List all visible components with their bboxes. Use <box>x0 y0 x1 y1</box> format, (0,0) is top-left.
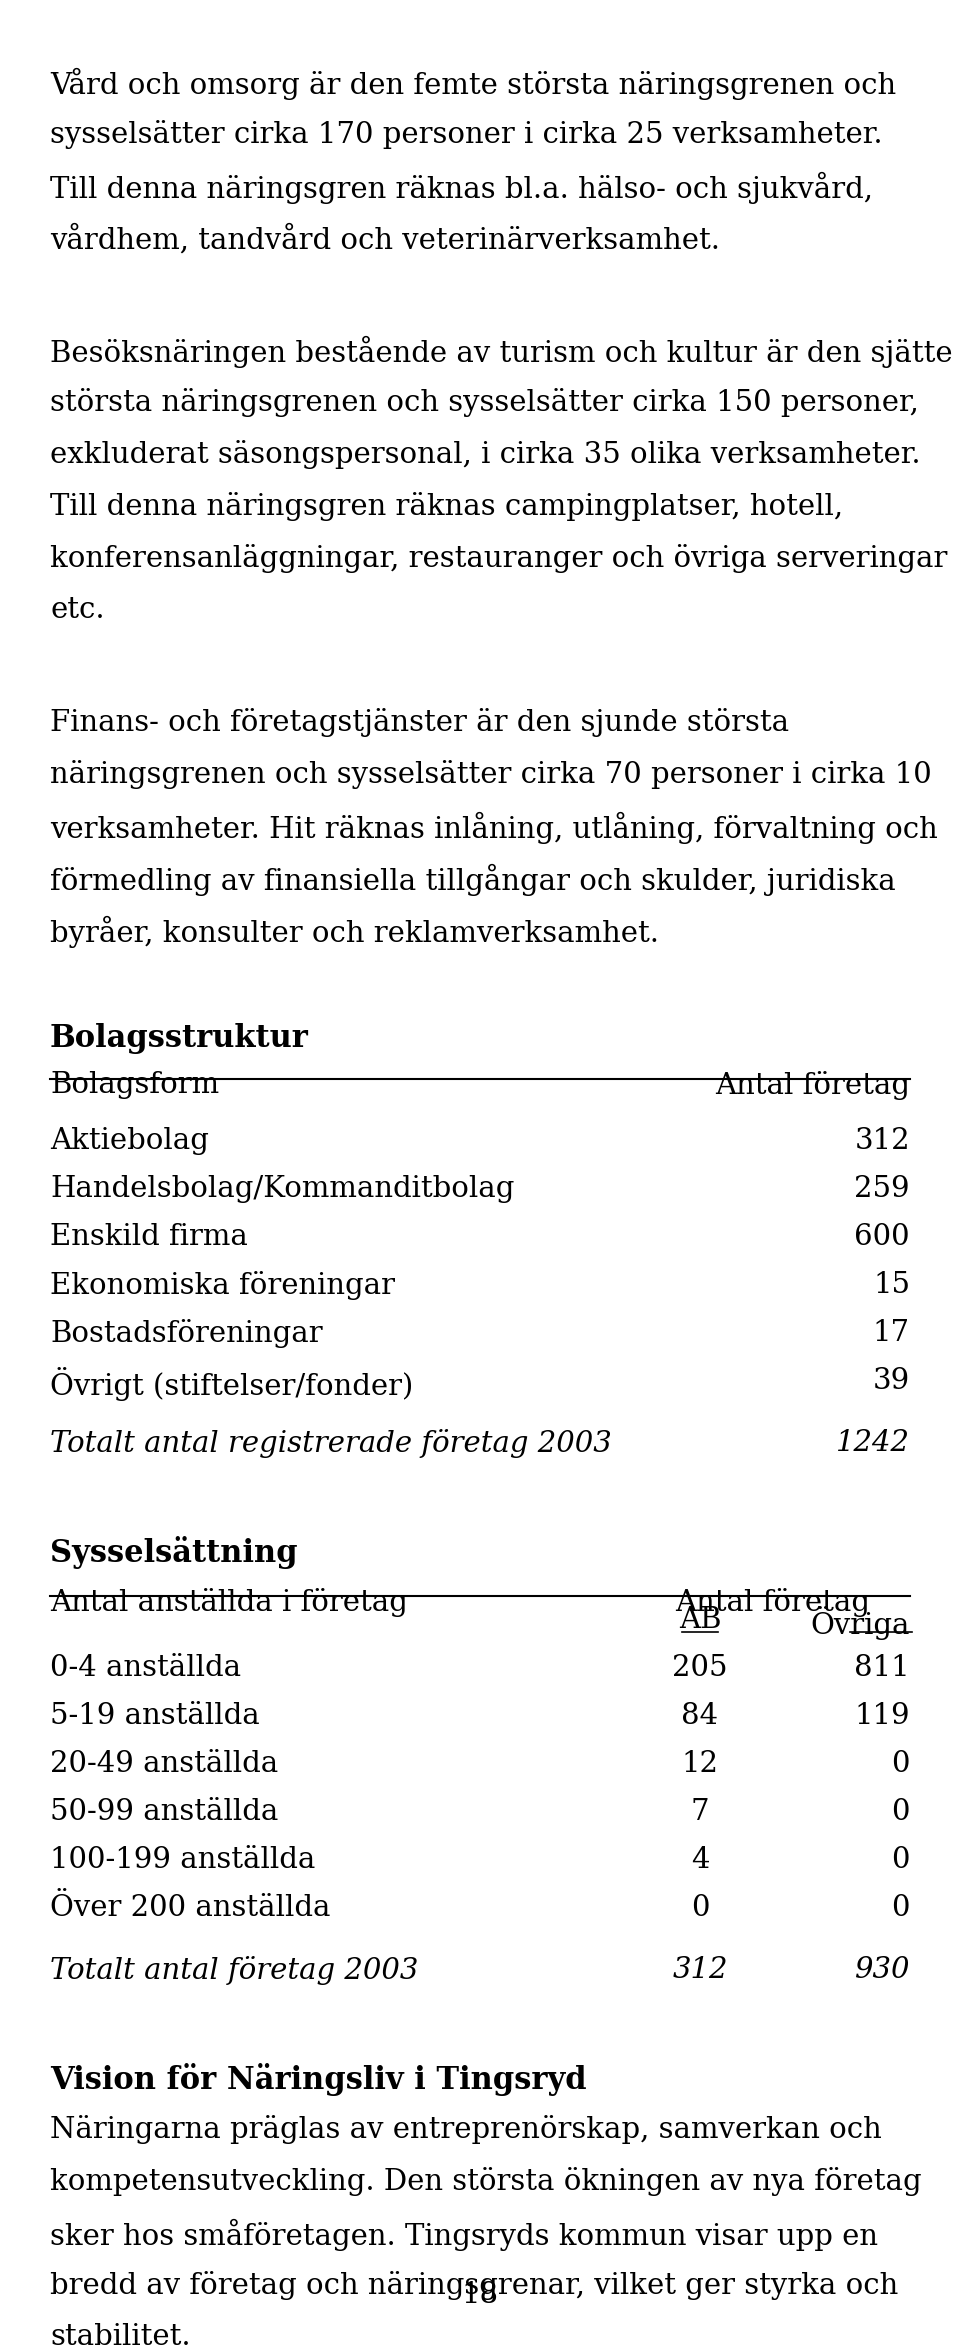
Text: Antal företag: Antal företag <box>715 1070 910 1101</box>
Text: 811: 811 <box>854 1655 910 1683</box>
Text: 259: 259 <box>854 1176 910 1204</box>
Text: exkluderat säsongspersonal, i cirka 35 olika verksamheter.: exkluderat säsongspersonal, i cirka 35 o… <box>50 439 921 469</box>
Text: Sysselsättning: Sysselsättning <box>50 1535 298 1570</box>
Text: 7: 7 <box>690 1798 709 1826</box>
Text: 4: 4 <box>691 1847 709 1873</box>
Text: 1242: 1242 <box>836 1429 910 1457</box>
Text: byråer, konsulter och reklamverksamhet.: byråer, konsulter och reklamverksamhet. <box>50 915 659 948</box>
Text: Till denna näringsgren räknas campingplatser, hotell,: Till denna näringsgren räknas campingpla… <box>50 493 843 521</box>
Text: Näringarna präglas av entreprenörskap, samverkan och: Näringarna präglas av entreprenörskap, s… <box>50 2115 881 2145</box>
Text: 50-99 anställda: 50-99 anställda <box>50 1798 278 1826</box>
Text: 0: 0 <box>892 1847 910 1873</box>
Text: 930: 930 <box>854 1955 910 1983</box>
Text: Ekonomiska föreningar: Ekonomiska föreningar <box>50 1272 395 1300</box>
Text: 18: 18 <box>462 2281 498 2309</box>
Text: Antal företag: Antal företag <box>675 1589 870 1617</box>
Text: 84: 84 <box>682 1702 719 1730</box>
Text: Antal anställda i företag: Antal anställda i företag <box>50 1589 408 1617</box>
Text: Bolagsform: Bolagsform <box>50 1070 219 1098</box>
Text: 600: 600 <box>854 1223 910 1251</box>
Text: Enskild firma: Enskild firma <box>50 1223 248 1251</box>
Text: 12: 12 <box>682 1751 718 1779</box>
Text: Bolagsstruktur: Bolagsstruktur <box>50 1023 309 1054</box>
Text: AB: AB <box>679 1605 721 1634</box>
Text: 39: 39 <box>873 1366 910 1394</box>
Text: bredd av företag och näringsgrenar, vilket ger styrka och: bredd av företag och näringsgrenar, vilk… <box>50 2272 899 2300</box>
Text: 0: 0 <box>892 1894 910 1922</box>
Text: Aktiebolag: Aktiebolag <box>50 1127 209 1155</box>
Text: Över 200 anställda: Över 200 anställda <box>50 1894 330 1922</box>
Text: sysselsätter cirka 170 personer i cirka 25 verksamheter.: sysselsätter cirka 170 personer i cirka … <box>50 120 882 148</box>
Text: verksamheter. Hit räknas inlåning, utlåning, förvaltning och: verksamheter. Hit räknas inlåning, utlån… <box>50 812 938 845</box>
Text: Besöksnäringen bestående av turism och kultur är den sjätte: Besöksnäringen bestående av turism och k… <box>50 336 952 368</box>
Text: Totalt antal företag 2003: Totalt antal företag 2003 <box>50 1955 419 1986</box>
Text: 119: 119 <box>854 1702 910 1730</box>
Text: 312: 312 <box>854 1127 910 1155</box>
Text: 100-199 anställda: 100-199 anställda <box>50 1847 316 1873</box>
Text: Bostadsföreningar: Bostadsföreningar <box>50 1319 323 1347</box>
Text: stabilitet.: stabilitet. <box>50 2324 191 2347</box>
Text: Till denna näringsgren räknas bl.a. hälso- och sjukvård,: Till denna näringsgren räknas bl.a. häls… <box>50 171 873 204</box>
Text: 0-4 anställda: 0-4 anställda <box>50 1655 241 1683</box>
Text: sker hos småföretagen. Tingsryds kommun visar upp en: sker hos småföretagen. Tingsryds kommun … <box>50 2218 878 2251</box>
Text: Finans- och företagstjänster är den sjunde största: Finans- och företagstjänster är den sjun… <box>50 709 789 737</box>
Text: 17: 17 <box>873 1319 910 1347</box>
Text: Handelsbolag/Kommanditbolag: Handelsbolag/Kommanditbolag <box>50 1176 515 1204</box>
Text: vårdhem, tandvård och veterinärverksamhet.: vårdhem, tandvård och veterinärverksamhe… <box>50 223 720 253</box>
Text: 0: 0 <box>691 1894 709 1922</box>
Text: 205: 205 <box>672 1655 728 1683</box>
Text: näringsgrenen och sysselsätter cirka 70 personer i cirka 10: näringsgrenen och sysselsätter cirka 70 … <box>50 760 932 789</box>
Text: 20-49 anställda: 20-49 anställda <box>50 1751 278 1779</box>
Text: Totalt antal registrerade företag 2003: Totalt antal registrerade företag 2003 <box>50 1429 612 1457</box>
Text: kompetensutveckling. Den största ökningen av nya företag: kompetensutveckling. Den största ökninge… <box>50 2166 922 2197</box>
Text: etc.: etc. <box>50 596 105 624</box>
Text: Vård och omsorg är den femte största näringsgrenen och: Vård och omsorg är den femte största när… <box>50 68 896 101</box>
Text: 5-19 anställda: 5-19 anställda <box>50 1702 260 1730</box>
Text: 312: 312 <box>672 1955 728 1983</box>
Text: största näringsgrenen och sysselsätter cirka 150 personer,: största näringsgrenen och sysselsätter c… <box>50 387 919 418</box>
Text: Övriga: Övriga <box>810 1605 910 1641</box>
Text: 15: 15 <box>873 1272 910 1298</box>
Text: konferensanläggningar, restauranger och övriga serveringar: konferensanläggningar, restauranger och … <box>50 545 948 573</box>
Text: 0: 0 <box>892 1751 910 1779</box>
Text: förmedling av finansiella tillgångar och skulder, juridiska: förmedling av finansiella tillgångar och… <box>50 864 896 897</box>
Text: 0: 0 <box>892 1798 910 1826</box>
Text: Övrigt (stiftelser/fonder): Övrigt (stiftelser/fonder) <box>50 1366 413 1401</box>
Text: Vision för Näringsliv i Tingsryd: Vision för Näringsliv i Tingsryd <box>50 2063 587 2096</box>
